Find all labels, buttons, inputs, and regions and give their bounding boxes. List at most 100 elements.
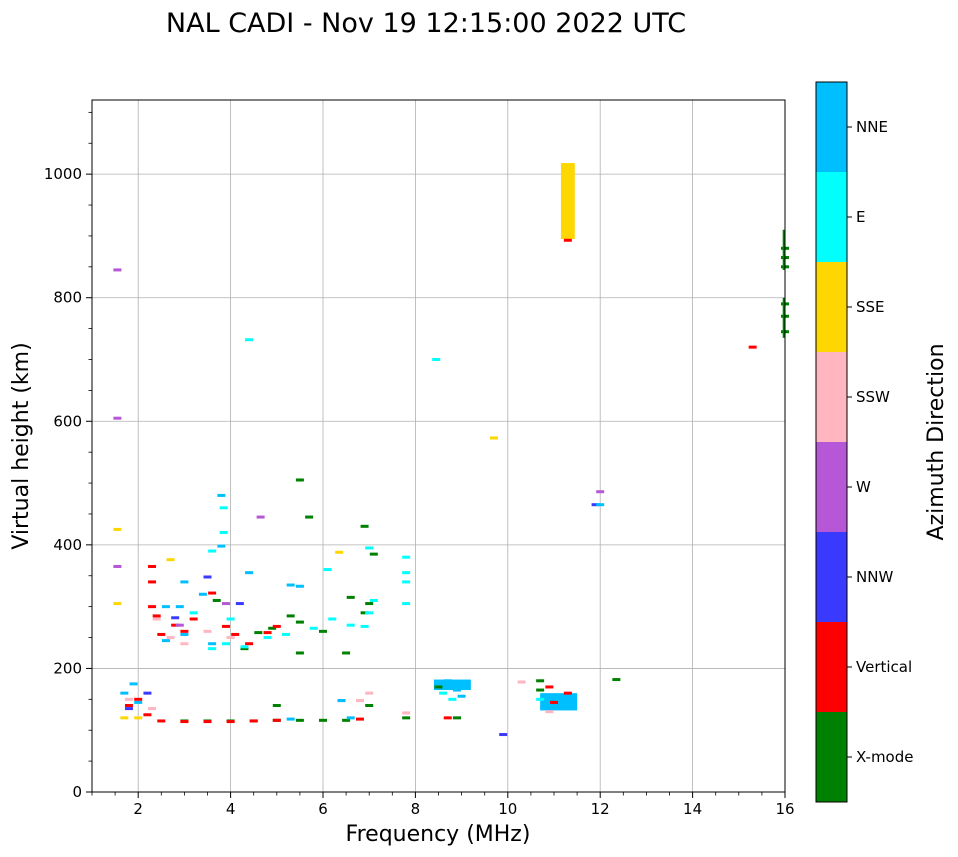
data-point-w — [113, 268, 122, 272]
data-point-x-mode — [286, 614, 295, 618]
data-point-e — [240, 645, 249, 649]
data-point-nne — [198, 592, 207, 596]
colorbar-tick-label: Vertical — [856, 658, 912, 676]
colorbar-tick-label: E — [856, 208, 865, 226]
data-point-e — [208, 549, 217, 553]
data-point-nne — [346, 716, 355, 720]
data-point-nne — [217, 544, 226, 548]
data-point-vertical — [221, 624, 230, 628]
data-point-sse — [113, 527, 122, 531]
x-tick-label: 2 — [133, 800, 143, 818]
data-point-ssw — [517, 680, 526, 684]
data-point-e — [328, 617, 337, 621]
data-point-x-mode — [452, 716, 461, 720]
data-point-w — [175, 623, 184, 627]
data-point-nne — [180, 580, 189, 584]
data-point-nne — [443, 679, 452, 683]
data-point-ssw — [355, 699, 364, 703]
data-point-x-mode — [342, 651, 351, 655]
data-point-x-mode — [402, 716, 411, 720]
data-point-e — [365, 546, 374, 550]
data-point-ssw — [226, 636, 235, 640]
colorbar-tick-label: NNW — [856, 568, 893, 586]
data-point-vertical — [148, 605, 157, 609]
x-tick-label: 16 — [775, 800, 794, 818]
data-point-x-mode — [365, 704, 374, 707]
data-point-e — [402, 602, 411, 606]
data-point-e — [282, 632, 291, 636]
data-point-e — [402, 555, 411, 559]
data-point-x-mode — [305, 515, 314, 519]
data-point-vertical — [134, 697, 143, 701]
colorbar-segment-sse — [816, 262, 847, 352]
y-tick-label: 600 — [53, 412, 82, 430]
data-point-e — [323, 568, 332, 572]
data-point-e — [346, 623, 355, 627]
data-point-x-mode — [365, 602, 374, 606]
colorbar-segment-nne — [816, 82, 847, 172]
data-point-w — [256, 515, 265, 519]
data-point-x-mode — [434, 685, 443, 689]
data-point-ssw — [203, 629, 212, 633]
data-point-vertical — [189, 617, 198, 621]
data-point-nnw — [499, 733, 508, 737]
colorbar-tick-label: NNE — [856, 118, 888, 136]
data-point-e — [245, 338, 254, 342]
data-point-vertical — [231, 632, 240, 636]
data-point-x-mode — [536, 688, 545, 692]
data-point-nne — [568, 704, 577, 707]
colorbar-segment-w — [816, 442, 847, 532]
data-point-e — [536, 697, 545, 701]
data-point-x-mode — [295, 718, 304, 722]
y-tick-label: 0 — [72, 783, 82, 801]
data-point-w — [596, 490, 605, 494]
data-block-nne — [433, 679, 471, 691]
data-point-ssw — [180, 642, 189, 646]
data-point-x-mode — [295, 651, 304, 655]
colorbar-tick-label: SSW — [856, 388, 890, 406]
data-point-x-mode — [342, 718, 351, 722]
data-point-e — [432, 358, 441, 361]
data-point-vertical — [152, 614, 161, 618]
data-point-vertical — [249, 719, 258, 723]
data-point-nnw — [203, 575, 212, 579]
data-point-e — [360, 624, 369, 628]
x-tick-label: 8 — [411, 800, 421, 818]
data-point-x-mode — [319, 718, 327, 722]
data-point-nne — [245, 571, 254, 575]
data-point-x-mode — [346, 595, 355, 599]
data-point-x-mode — [268, 626, 277, 630]
data-point-vertical — [263, 631, 272, 635]
data-point-e — [369, 598, 378, 602]
data-point-e — [219, 506, 228, 510]
data-point-nne — [452, 688, 461, 692]
data-point-nne — [559, 699, 568, 703]
data-point-nne — [286, 583, 295, 587]
data-point-nne — [129, 682, 138, 686]
data-point-ssw — [402, 711, 411, 715]
data-point-e — [309, 626, 318, 630]
data-point-vertical — [245, 642, 254, 646]
colorbar-tick-label: SSE — [856, 298, 885, 316]
data-point-nne — [208, 642, 217, 646]
data-point-vertical — [355, 717, 364, 721]
data-point-nne — [443, 683, 452, 687]
data-point-nne — [180, 632, 189, 636]
data-point-vertical — [226, 720, 235, 724]
data-point-sse — [335, 550, 344, 554]
data-point-sse — [489, 436, 498, 440]
data-point-x-mode — [272, 704, 281, 707]
data-point-vertical — [148, 580, 157, 584]
data-point-nne — [337, 699, 346, 703]
data-point-sse — [120, 716, 129, 720]
x-tick-label: 4 — [226, 800, 236, 818]
data-point-e — [402, 580, 411, 584]
data-point-nnw — [591, 503, 600, 507]
data-point-nne — [175, 605, 184, 609]
x-axis-label: Frequency (MHz) — [346, 822, 531, 847]
data-point-sse — [563, 166, 572, 170]
data-point-x-mode — [295, 478, 304, 482]
data-point-vertical — [203, 720, 212, 724]
data-point-vertical — [124, 704, 133, 707]
